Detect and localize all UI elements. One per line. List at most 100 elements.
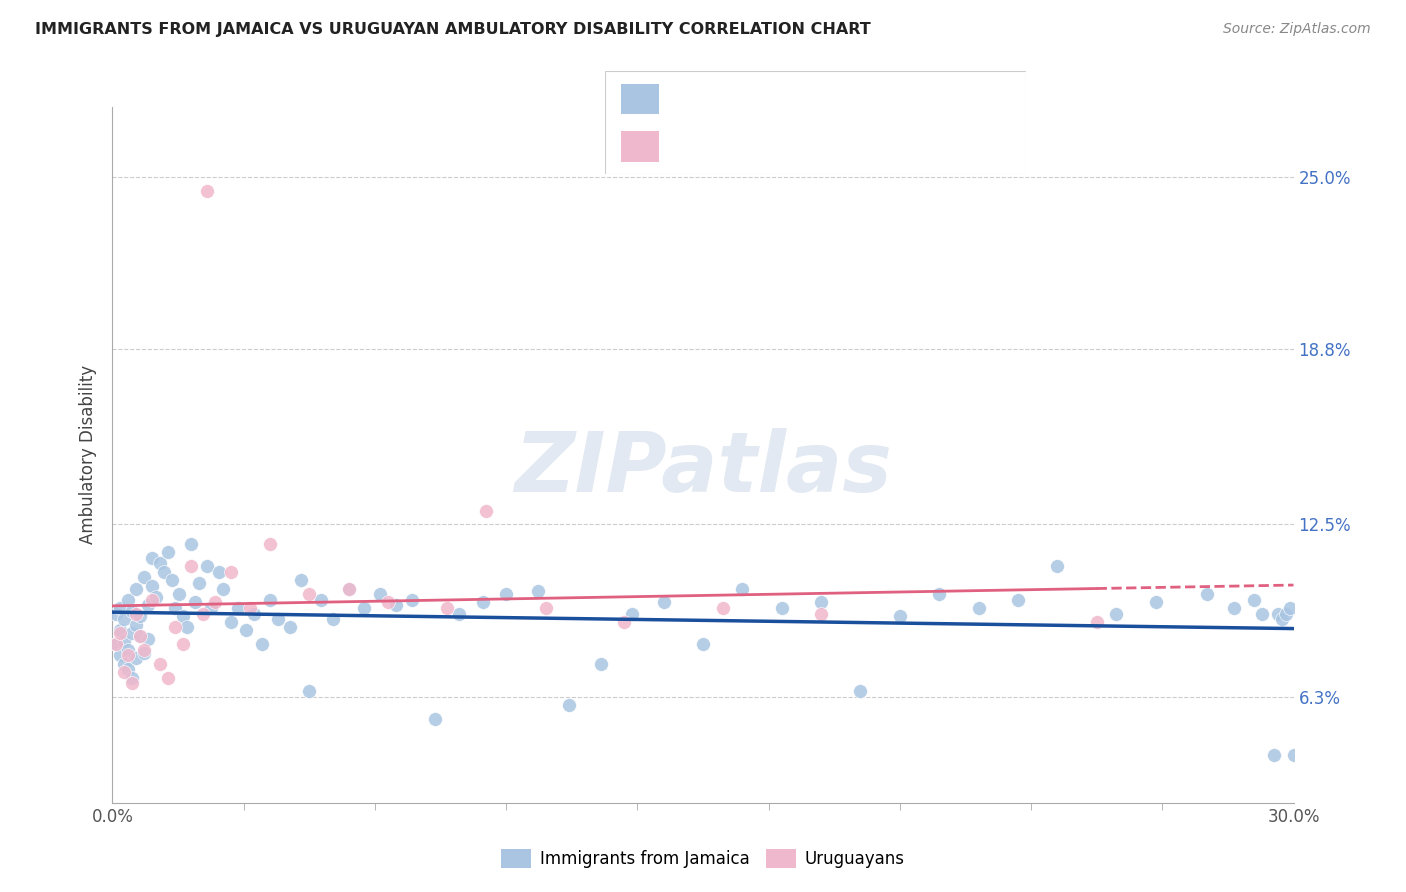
Point — [211, 582, 233, 596]
Point — [180, 537, 202, 551]
Point — [385, 598, 408, 612]
Text: N =: N = — [858, 139, 887, 153]
Point — [471, 595, 494, 609]
Point — [259, 537, 281, 551]
Point — [1007, 592, 1029, 607]
Point — [1282, 748, 1305, 763]
Point — [121, 676, 143, 690]
Point — [475, 503, 498, 517]
Point — [558, 698, 581, 713]
Point — [322, 612, 344, 626]
Point — [401, 592, 423, 607]
Point — [156, 671, 179, 685]
Point — [169, 587, 191, 601]
Point — [298, 684, 321, 698]
Point — [125, 651, 148, 665]
Point — [105, 637, 128, 651]
Point — [117, 592, 139, 607]
Point — [1085, 615, 1108, 629]
Point — [117, 662, 139, 676]
Point — [1105, 607, 1128, 621]
Text: N =: N = — [858, 92, 887, 106]
Point — [353, 601, 375, 615]
Bar — [621, 131, 659, 161]
Point — [337, 582, 360, 596]
Text: 89: 89 — [921, 92, 941, 106]
Point — [110, 624, 132, 638]
Point — [129, 609, 152, 624]
Bar — [621, 84, 659, 114]
Point — [156, 545, 179, 559]
FancyBboxPatch shape — [605, 71, 1026, 174]
Point — [200, 601, 222, 615]
Point — [447, 607, 470, 621]
Point — [110, 626, 132, 640]
Y-axis label: Ambulatory Disability: Ambulatory Disability — [79, 366, 97, 544]
Point — [145, 590, 167, 604]
Point — [176, 620, 198, 634]
Point — [141, 592, 163, 607]
Text: 30: 30 — [921, 139, 941, 153]
Point — [298, 587, 321, 601]
Text: -0.017: -0.017 — [740, 92, 792, 106]
Point — [770, 601, 793, 615]
Point — [436, 601, 458, 615]
Point — [121, 626, 143, 640]
Point — [1263, 748, 1285, 763]
Point — [1046, 559, 1069, 574]
Text: IMMIGRANTS FROM JAMAICA VS URUGUAYAN AMBULATORY DISABILITY CORRELATION CHART: IMMIGRANTS FROM JAMAICA VS URUGUAYAN AMB… — [35, 22, 870, 37]
Point — [228, 601, 250, 615]
Point — [160, 573, 183, 587]
Point — [239, 601, 262, 615]
Point — [711, 601, 734, 615]
Text: 0.166: 0.166 — [740, 139, 786, 153]
Point — [117, 648, 139, 663]
Point — [219, 565, 242, 579]
Point — [112, 612, 135, 626]
Point — [290, 573, 312, 587]
Text: ZIPatlas: ZIPatlas — [515, 428, 891, 509]
Point — [1223, 601, 1246, 615]
Point — [692, 637, 714, 651]
Point — [526, 584, 548, 599]
Point — [1267, 607, 1289, 621]
Point — [112, 657, 135, 671]
Point — [534, 601, 557, 615]
Text: Source: ZipAtlas.com: Source: ZipAtlas.com — [1223, 22, 1371, 37]
Point — [110, 601, 132, 615]
Point — [309, 592, 332, 607]
Point — [136, 632, 159, 646]
Text: R =: R = — [676, 139, 704, 153]
Point — [368, 587, 391, 601]
Point — [928, 587, 950, 601]
Point — [967, 601, 990, 615]
Point — [121, 671, 143, 685]
Point — [125, 607, 148, 621]
Point — [204, 595, 226, 609]
Point — [337, 582, 360, 596]
Point — [243, 607, 266, 621]
Point — [172, 609, 194, 624]
Point — [136, 598, 159, 612]
Point — [172, 637, 194, 651]
Point — [112, 634, 135, 648]
Point — [132, 646, 155, 660]
Point — [112, 665, 135, 679]
Point — [105, 637, 128, 651]
Point — [377, 595, 399, 609]
Point — [132, 642, 155, 657]
Point — [889, 609, 911, 624]
Point — [652, 595, 675, 609]
Point — [259, 592, 281, 607]
Point — [149, 557, 172, 571]
Point — [1195, 587, 1218, 601]
Point — [208, 565, 231, 579]
Text: R =: R = — [676, 92, 704, 106]
Point — [141, 550, 163, 565]
Point — [1271, 612, 1294, 626]
Point — [731, 582, 754, 596]
Point — [180, 559, 202, 574]
Point — [1243, 592, 1265, 607]
Point — [613, 615, 636, 629]
Legend: Immigrants from Jamaica, Uruguayans: Immigrants from Jamaica, Uruguayans — [495, 842, 911, 874]
